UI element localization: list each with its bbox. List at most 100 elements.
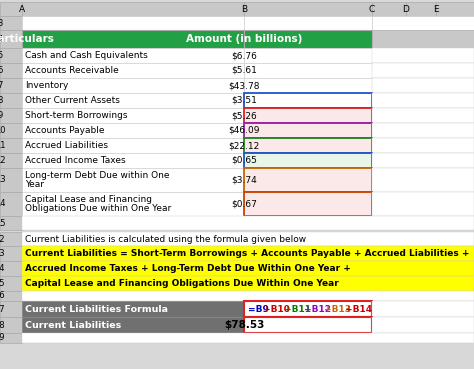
Bar: [22, 108, 244, 123]
Bar: [244, 168, 372, 192]
Text: 15: 15: [0, 218, 5, 228]
Bar: [372, 123, 474, 138]
Bar: [0, 138, 22, 153]
Text: Other Current Assets: Other Current Assets: [25, 96, 120, 105]
Text: $3.74: $3.74: [231, 176, 257, 184]
Text: 29: 29: [0, 334, 5, 342]
Bar: [0, 30, 22, 48]
Bar: [22, 123, 244, 138]
Bar: [372, 78, 474, 93]
Text: 14: 14: [0, 200, 5, 208]
Text: 27: 27: [0, 304, 5, 314]
Bar: [244, 138, 372, 153]
Text: Current Liabilities: Current Liabilities: [25, 321, 121, 330]
Bar: [372, 108, 474, 123]
Bar: [372, 192, 474, 216]
Bar: [244, 192, 372, 216]
Text: 9: 9: [0, 111, 3, 120]
Bar: [372, 2, 406, 16]
Text: +B11: +B11: [284, 304, 310, 314]
Bar: [244, 108, 372, 123]
Text: +B12: +B12: [304, 304, 331, 314]
Text: Particulars: Particulars: [0, 34, 54, 44]
Bar: [0, 78, 22, 93]
Text: 3: 3: [0, 18, 3, 28]
Bar: [0, 2, 22, 16]
Text: Amount (in billions): Amount (in billions): [186, 34, 302, 44]
Bar: [244, 63, 372, 78]
Bar: [22, 291, 474, 301]
Text: $5.26: $5.26: [231, 111, 257, 120]
Text: 22: 22: [0, 235, 5, 244]
Text: Obligations Due within One Year: Obligations Due within One Year: [25, 204, 171, 213]
Text: Current Liabilities Formula: Current Liabilities Formula: [25, 304, 168, 314]
Bar: [0, 93, 22, 108]
Bar: [244, 16, 372, 30]
Text: $5.61: $5.61: [231, 66, 257, 75]
Bar: [22, 48, 244, 63]
Bar: [0, 261, 22, 276]
Text: 25: 25: [0, 279, 5, 288]
Bar: [0, 16, 22, 30]
Bar: [372, 153, 474, 168]
Text: Inventory: Inventory: [25, 81, 68, 90]
Bar: [244, 153, 372, 168]
Text: D: D: [402, 4, 410, 14]
Text: Accrued Liabilities: Accrued Liabilities: [25, 141, 108, 150]
Text: 6: 6: [0, 66, 3, 75]
Text: 24: 24: [0, 264, 5, 273]
Bar: [0, 333, 22, 343]
Bar: [22, 333, 474, 343]
Bar: [372, 93, 474, 108]
Bar: [436, 2, 474, 16]
Bar: [0, 291, 22, 301]
Text: 8: 8: [0, 96, 3, 105]
Bar: [0, 48, 22, 63]
Bar: [372, 63, 474, 78]
Text: Capital Lease and Financing: Capital Lease and Financing: [25, 196, 152, 204]
Bar: [22, 232, 474, 246]
Bar: [22, 168, 244, 192]
Bar: [22, 261, 474, 276]
Text: $6.76: $6.76: [231, 51, 257, 60]
Bar: [0, 301, 22, 317]
Bar: [0, 108, 22, 123]
Text: 5: 5: [0, 51, 3, 60]
Text: $22.12: $22.12: [228, 141, 260, 150]
Bar: [0, 276, 22, 291]
Bar: [22, 78, 244, 93]
Text: 10: 10: [0, 126, 5, 135]
Bar: [372, 168, 474, 192]
Text: C: C: [369, 4, 375, 14]
Bar: [0, 192, 22, 216]
Bar: [0, 63, 22, 78]
Text: +B14: +B14: [345, 304, 372, 314]
Bar: [22, 63, 244, 78]
Text: Cash and Cash Equivalents: Cash and Cash Equivalents: [25, 51, 148, 60]
Bar: [22, 93, 244, 108]
Text: $0.67: $0.67: [231, 200, 257, 208]
Bar: [244, 93, 372, 108]
Bar: [244, 2, 372, 16]
Text: +B10: +B10: [263, 304, 290, 314]
Bar: [0, 216, 22, 230]
Text: Long-term Debt Due within One: Long-term Debt Due within One: [25, 172, 170, 180]
Bar: [244, 123, 372, 138]
Bar: [22, 276, 474, 291]
Bar: [244, 93, 372, 108]
Bar: [22, 2, 244, 16]
Text: 4: 4: [0, 34, 3, 44]
Text: Capital Lease and Financing Obligations Due Within One Year: Capital Lease and Financing Obligations …: [25, 279, 339, 288]
Bar: [244, 192, 372, 216]
Bar: [244, 138, 372, 153]
Bar: [22, 192, 244, 216]
Bar: [22, 153, 244, 168]
Text: =B9: =B9: [248, 304, 269, 314]
Text: Accounts Payable: Accounts Payable: [25, 126, 104, 135]
Text: Current Liabilities is calculated using the formula given below: Current Liabilities is calculated using …: [25, 235, 306, 244]
Bar: [0, 246, 22, 261]
Bar: [22, 138, 244, 153]
Bar: [372, 317, 474, 333]
Bar: [0, 168, 22, 192]
Text: Accrued Income Taxes: Accrued Income Taxes: [25, 156, 126, 165]
